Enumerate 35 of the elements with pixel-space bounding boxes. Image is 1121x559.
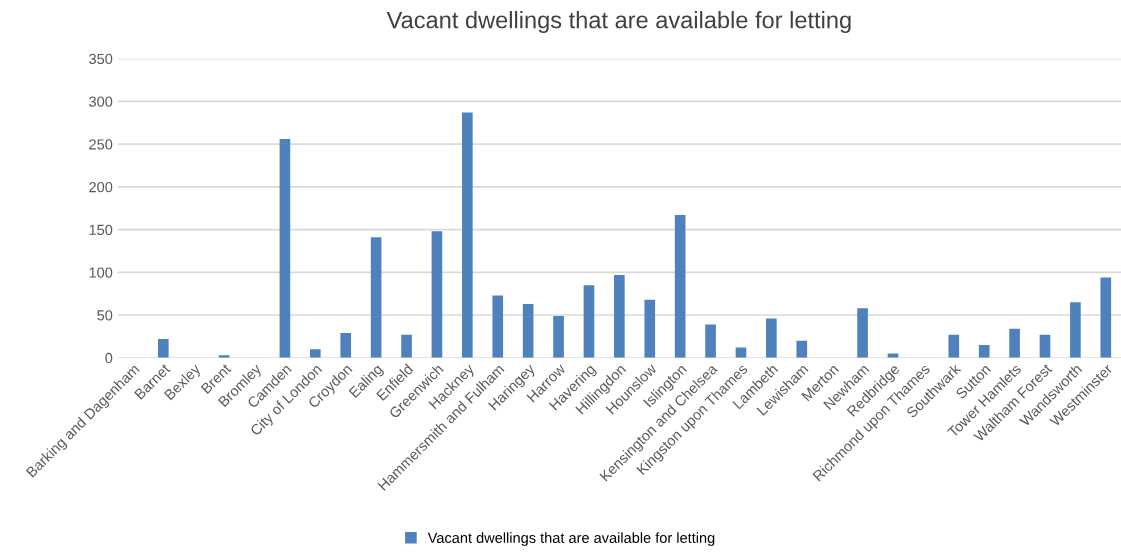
bar bbox=[553, 315, 564, 358]
bar bbox=[1039, 334, 1051, 358]
y-tick-label: 300 bbox=[89, 96, 113, 107]
bar bbox=[705, 324, 716, 358]
y-tick-label: 100 bbox=[89, 267, 113, 278]
bar bbox=[674, 215, 686, 358]
bar bbox=[614, 274, 625, 358]
y-tick-label: 50 bbox=[97, 310, 113, 321]
bar bbox=[583, 285, 595, 358]
bar bbox=[948, 334, 960, 358]
bar bbox=[431, 231, 443, 358]
bar bbox=[857, 308, 868, 358]
bar bbox=[370, 237, 382, 358]
bar bbox=[1070, 302, 1081, 358]
bar bbox=[492, 295, 504, 358]
bar bbox=[340, 332, 352, 358]
bar bbox=[978, 344, 990, 358]
bar bbox=[766, 318, 777, 358]
y-tick-label: 150 bbox=[89, 224, 113, 236]
bar bbox=[462, 112, 473, 358]
chart-title: Vacant dwellings that are available for letting bbox=[386, 11, 851, 34]
bar bbox=[1009, 328, 1020, 358]
bar bbox=[157, 338, 169, 358]
bar bbox=[522, 303, 534, 358]
bar bbox=[796, 340, 808, 358]
y-tick-label: 200 bbox=[89, 181, 113, 193]
y-tick-label: 350 bbox=[89, 53, 113, 65]
y-tick-label: 0 bbox=[105, 352, 113, 364]
bar bbox=[644, 299, 656, 358]
y-tick-label: 250 bbox=[89, 139, 113, 150]
bar bbox=[401, 334, 412, 358]
legend-label: Vacant dwellings that are available for letting bbox=[427, 532, 715, 546]
bar bbox=[310, 349, 321, 358]
bar bbox=[1100, 277, 1112, 358]
bar bbox=[279, 139, 291, 358]
